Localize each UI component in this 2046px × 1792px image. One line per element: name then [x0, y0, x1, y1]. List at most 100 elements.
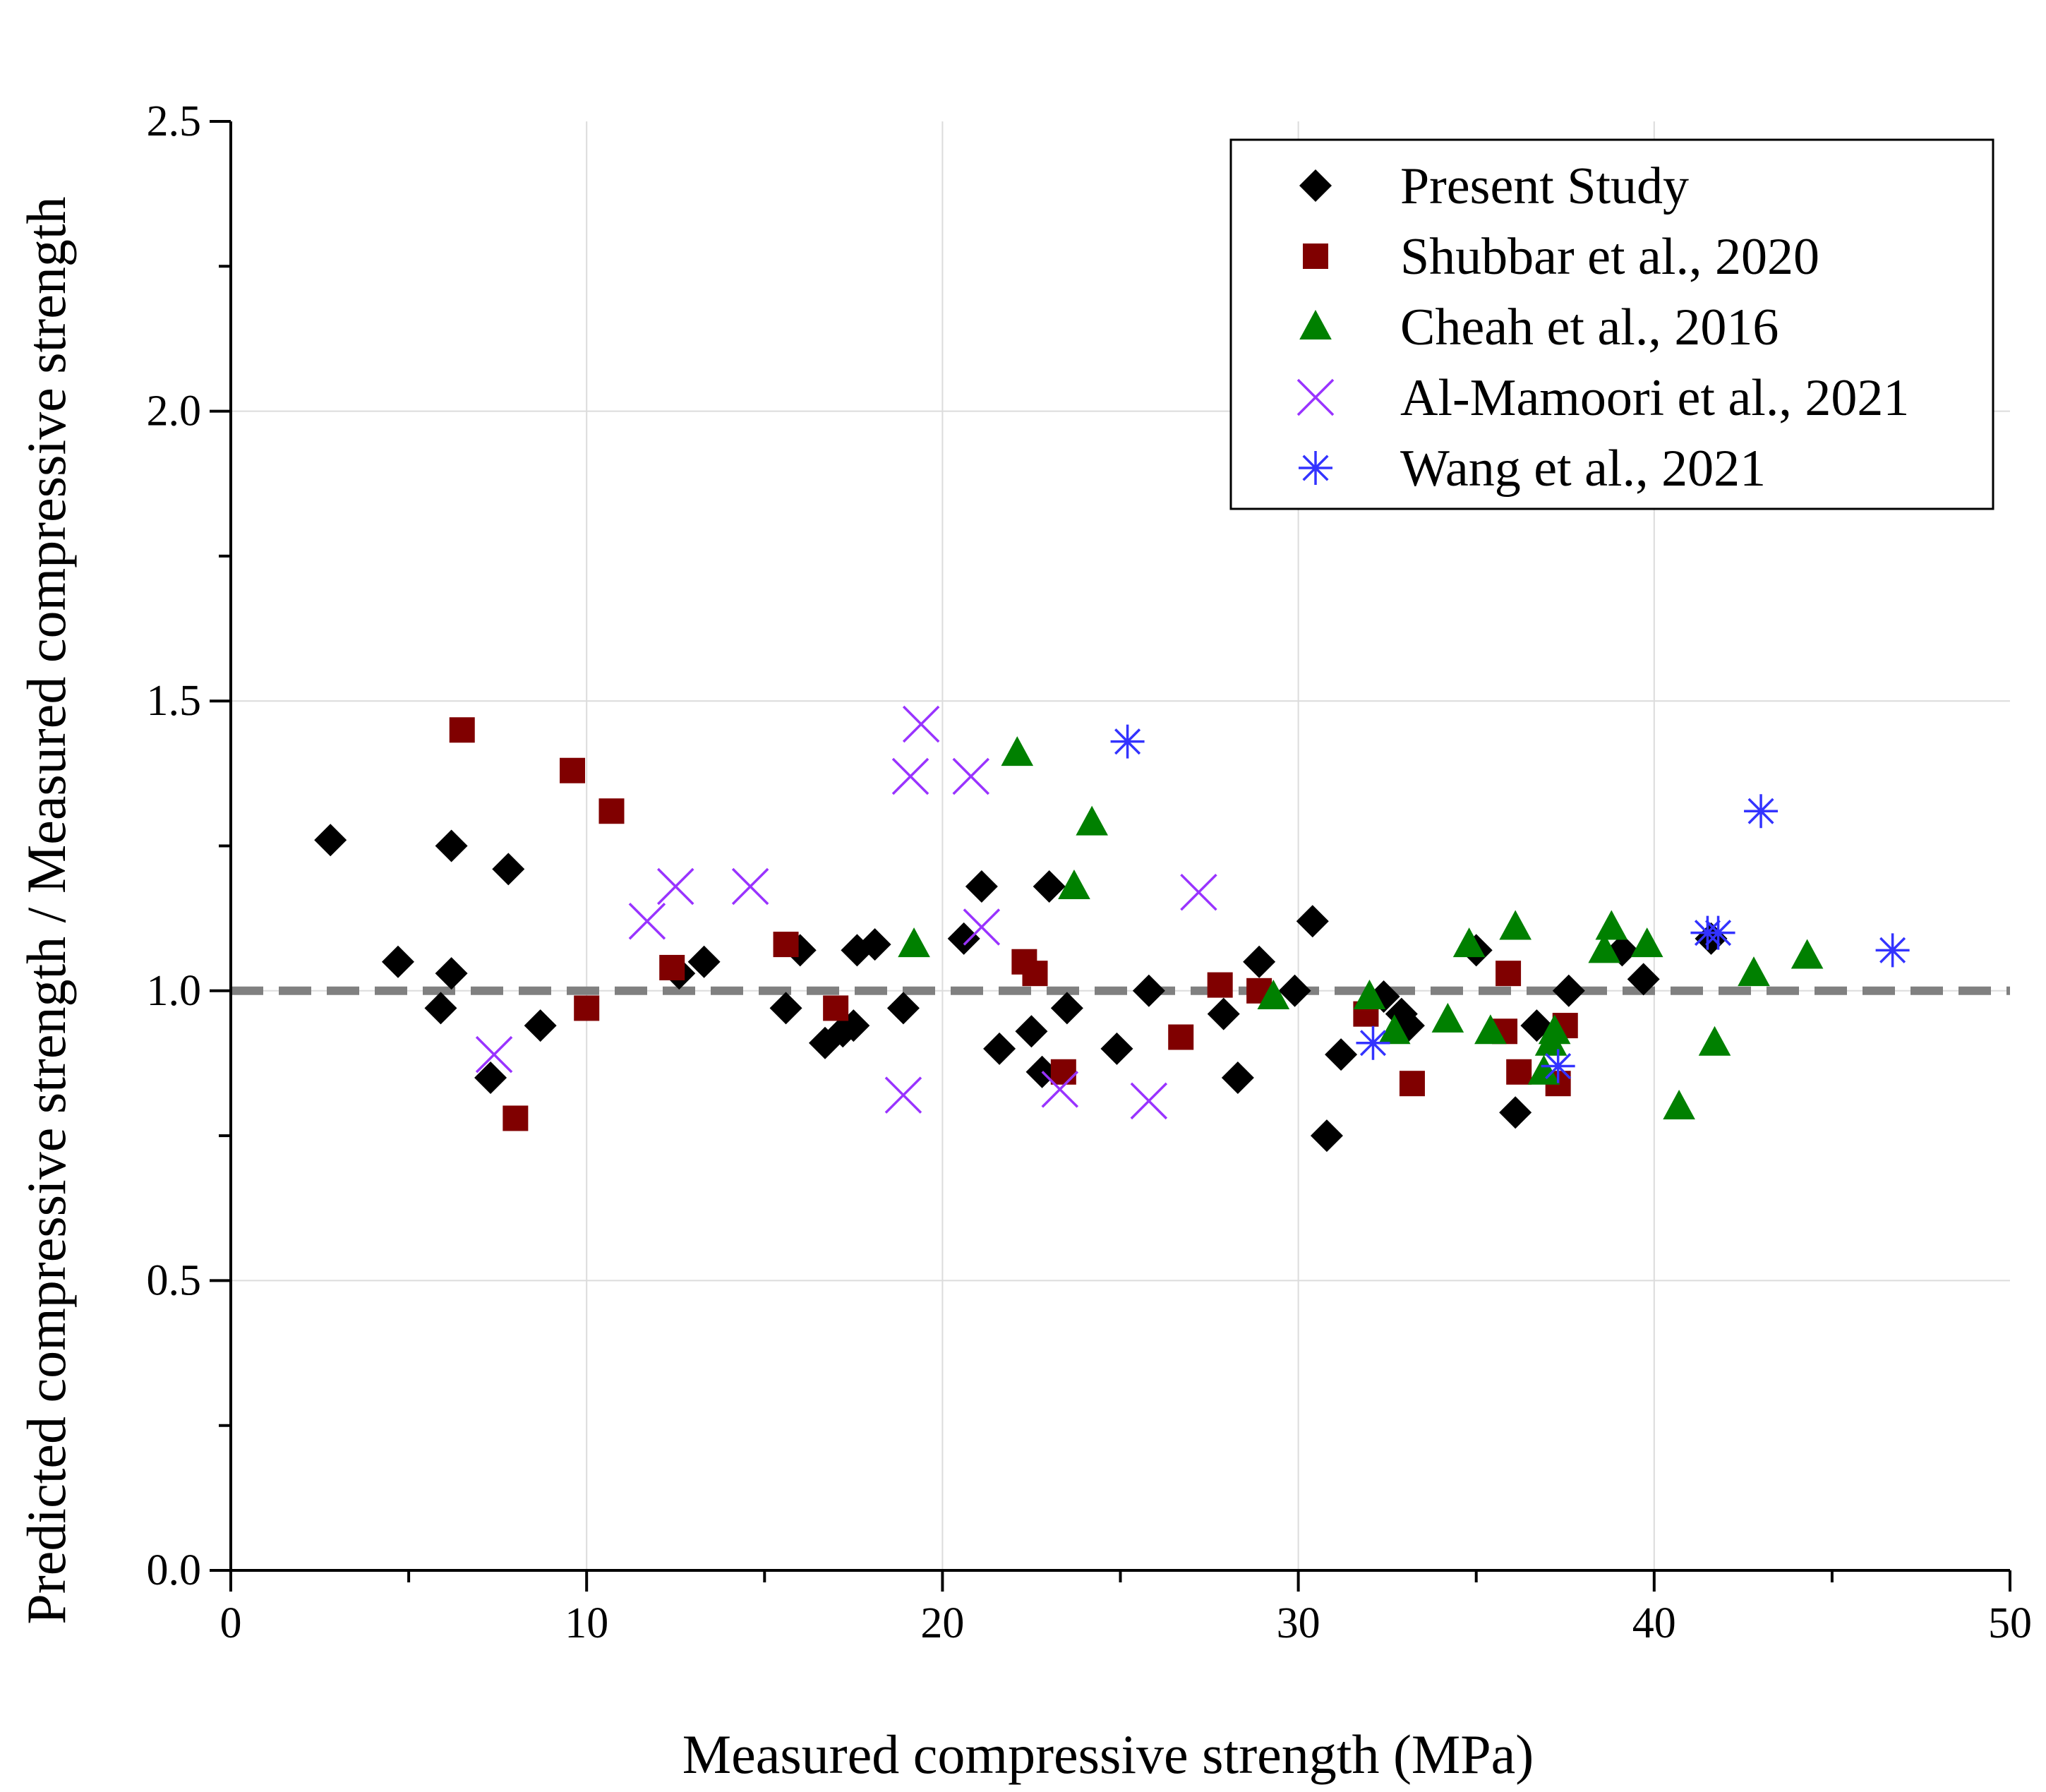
data-point: [1356, 1026, 1390, 1060]
data-point: [898, 927, 930, 958]
data-point: [1296, 905, 1329, 938]
data-point: [435, 957, 468, 990]
data-point: [1541, 1049, 1575, 1083]
data-point: [884, 1076, 922, 1114]
data-point: [1180, 873, 1217, 911]
data-points-layer: [314, 705, 1910, 1153]
data-point: [823, 995, 849, 1021]
legend-label: Wang et al., 2021: [1400, 440, 1766, 498]
data-point: [1698, 1026, 1731, 1056]
data-point: [474, 1061, 507, 1094]
data-point: [1588, 933, 1621, 963]
data-point: [628, 903, 666, 940]
data-point: [424, 992, 457, 1025]
data-point: [1325, 1038, 1358, 1071]
data-point: [769, 992, 802, 1025]
data-point: [947, 922, 980, 955]
axes-layer: [210, 120, 2011, 1592]
data-point: [1875, 933, 1910, 968]
data-point: [657, 867, 694, 906]
data-point: [314, 824, 347, 857]
y-axis-title: Predicted compressive strength / Measure…: [16, 196, 77, 1624]
data-point: [1378, 1014, 1411, 1045]
y-tick-label: 0.5: [147, 1256, 202, 1304]
data-point: [1207, 997, 1240, 1030]
data-point: [1744, 794, 1779, 829]
data-point: [1431, 1002, 1464, 1033]
data-point: [1310, 1119, 1343, 1153]
data-point: [1452, 927, 1486, 958]
data-point: [1630, 927, 1663, 958]
data-point: [1474, 1014, 1507, 1045]
y-tick-label: 1.0: [147, 967, 202, 1015]
data-point: [560, 757, 586, 783]
data-point: [1552, 974, 1585, 1007]
data-point: [965, 870, 998, 903]
legend-marker: [1296, 378, 1335, 416]
data-point: [952, 757, 989, 795]
data-point: [1791, 939, 1824, 969]
data-point: [886, 992, 920, 1025]
data-point: [773, 932, 799, 958]
data-point: [1506, 1059, 1532, 1085]
x-tick-label: 50: [1988, 1599, 2032, 1647]
data-point: [687, 945, 721, 978]
data-point: [1496, 961, 1522, 987]
y-tick-label: 2.5: [147, 97, 202, 145]
data-point: [1168, 1024, 1194, 1050]
legend-label: Present Study: [1400, 157, 1689, 215]
data-point: [902, 705, 940, 743]
data-point: [1207, 972, 1233, 998]
data-point: [492, 853, 525, 886]
data-point: [1499, 1096, 1532, 1129]
data-point: [524, 1009, 557, 1042]
y-tick-label: 1.5: [147, 677, 202, 725]
data-point: [858, 928, 891, 961]
data-point: [1110, 724, 1145, 759]
data-point: [598, 798, 625, 824]
legend-label: Shubbar et al., 2020: [1400, 228, 1819, 286]
data-point: [1132, 974, 1165, 1007]
data-point: [1595, 910, 1628, 940]
series-2: [898, 736, 1824, 1120]
data-point: [1738, 956, 1770, 987]
data-point: [963, 908, 1001, 946]
data-point: [475, 1035, 513, 1074]
legend-label: Cheah et al., 2016: [1400, 299, 1779, 356]
series-3: [475, 705, 1217, 1120]
y-tick-label: 2.0: [147, 387, 202, 435]
legend-box: [1229, 138, 1994, 510]
data-point: [1015, 1015, 1048, 1048]
y-tick-label: 0.0: [147, 1546, 202, 1594]
data-point: [1257, 980, 1290, 1010]
x-tick-label: 20: [920, 1599, 964, 1647]
data-point: [381, 945, 414, 978]
data-point: [1538, 1014, 1571, 1045]
data-point: [1701, 915, 1735, 950]
x-tick-label: 0: [220, 1599, 242, 1647]
data-point: [1001, 736, 1034, 766]
data-point: [1499, 910, 1532, 940]
data-point: [1627, 963, 1660, 996]
legend: Present Study Shubbar et al., 2020 Cheah e…: [1229, 138, 1994, 510]
data-point: [1100, 1032, 1133, 1065]
data-point: [1221, 1061, 1254, 1094]
data-point: [503, 1105, 529, 1131]
data-point: [449, 717, 475, 743]
legend-marker: [1303, 243, 1328, 269]
legend-label: Al-Mamoori et al., 2021: [1400, 369, 1909, 427]
data-point: [1076, 805, 1108, 836]
data-point: [891, 757, 929, 795]
x-tick-label: 40: [1632, 1599, 1676, 1647]
data-point: [1399, 1071, 1425, 1097]
data-point: [435, 829, 468, 862]
legend-marker: [1299, 310, 1332, 339]
series-1: [449, 717, 1578, 1131]
data-point: [1663, 1090, 1695, 1120]
data-point: [1353, 980, 1386, 1010]
data-point: [1022, 961, 1048, 987]
data-point: [574, 995, 600, 1021]
data-point: [1041, 1071, 1079, 1108]
legend-marker: [1299, 451, 1332, 485]
